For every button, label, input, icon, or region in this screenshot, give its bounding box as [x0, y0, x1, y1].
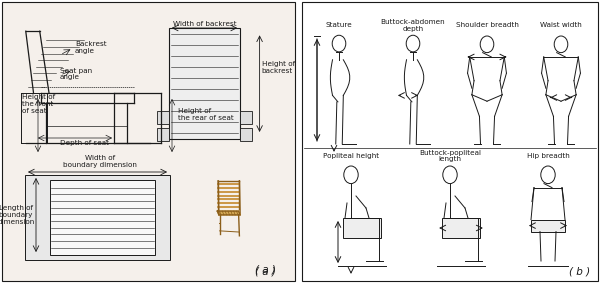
Text: Stature: Stature — [326, 22, 352, 28]
Text: Hip breadth: Hip breadth — [527, 153, 569, 159]
Bar — [302, 2, 598, 281]
Bar — [240, 111, 251, 124]
Bar — [240, 128, 251, 141]
Ellipse shape — [406, 35, 420, 52]
Text: ( a ): ( a ) — [254, 265, 275, 275]
Text: Waist width: Waist width — [540, 22, 582, 28]
Text: Width of
boundary dimension: Width of boundary dimension — [63, 155, 137, 168]
Text: Height of
the front
of seat: Height of the front of seat — [22, 94, 55, 114]
Bar — [531, 220, 565, 231]
Bar — [25, 175, 170, 260]
Text: ( a ): ( a ) — [254, 267, 275, 277]
Bar — [343, 218, 381, 238]
Polygon shape — [217, 211, 240, 215]
Text: Shoulder breadth: Shoulder breadth — [455, 22, 518, 28]
Bar — [169, 28, 240, 139]
Text: ( b ): ( b ) — [569, 267, 590, 277]
Text: Length of
boundary
dimension: Length of boundary dimension — [0, 205, 35, 225]
Bar — [50, 180, 155, 255]
Bar — [442, 218, 480, 238]
Bar — [2, 2, 295, 281]
Ellipse shape — [480, 36, 494, 53]
Text: Buttock-abdomen
depth: Buttock-abdomen depth — [380, 18, 445, 31]
Text: Depth of seat: Depth of seat — [61, 140, 110, 146]
Ellipse shape — [443, 166, 457, 184]
Bar — [157, 128, 169, 141]
Text: Backrest
angle: Backrest angle — [75, 40, 107, 53]
Ellipse shape — [541, 166, 555, 184]
Text: Width of backrest: Width of backrest — [173, 21, 236, 27]
Text: Seat pan
angle: Seat pan angle — [60, 68, 92, 80]
Text: Popliteal height: Popliteal height — [323, 153, 379, 159]
Text: Buttock-popliteal
length: Buttock-popliteal length — [419, 149, 481, 162]
Ellipse shape — [344, 166, 358, 184]
Bar — [157, 111, 169, 124]
Text: Height of
the rear of seat: Height of the rear of seat — [178, 108, 234, 121]
Ellipse shape — [554, 36, 568, 53]
Text: Height of
backrest: Height of backrest — [262, 61, 295, 74]
Ellipse shape — [332, 35, 346, 52]
